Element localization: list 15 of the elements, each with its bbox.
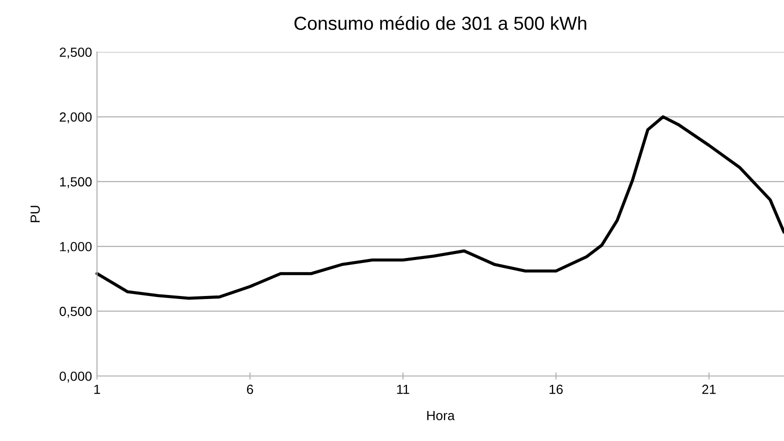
x-tick-label: 21 — [702, 384, 716, 394]
chart-title: Consumo médio de 301 a 500 kWh — [294, 16, 586, 30]
x-tick-label: 16 — [550, 384, 563, 394]
line-series — [95, 115, 784, 300]
x-tick-label: 11 — [397, 384, 410, 394]
y-tick-label: 2,000 — [60, 112, 92, 124]
x-axis-title: Hora — [427, 411, 455, 420]
y-tick-label: 0,000 — [60, 372, 92, 382]
y-tick-label: 0,500 — [60, 306, 92, 318]
y-tick-label: 1,000 — [60, 242, 92, 253]
x-tick-label: 1 — [94, 384, 100, 394]
y-tick-label: 1,500 — [60, 177, 92, 188]
y-axis-title: PU — [30, 206, 40, 222]
y-tick-label: 2,500 — [60, 48, 92, 58]
x-tick-label: 6 — [246, 384, 254, 394]
